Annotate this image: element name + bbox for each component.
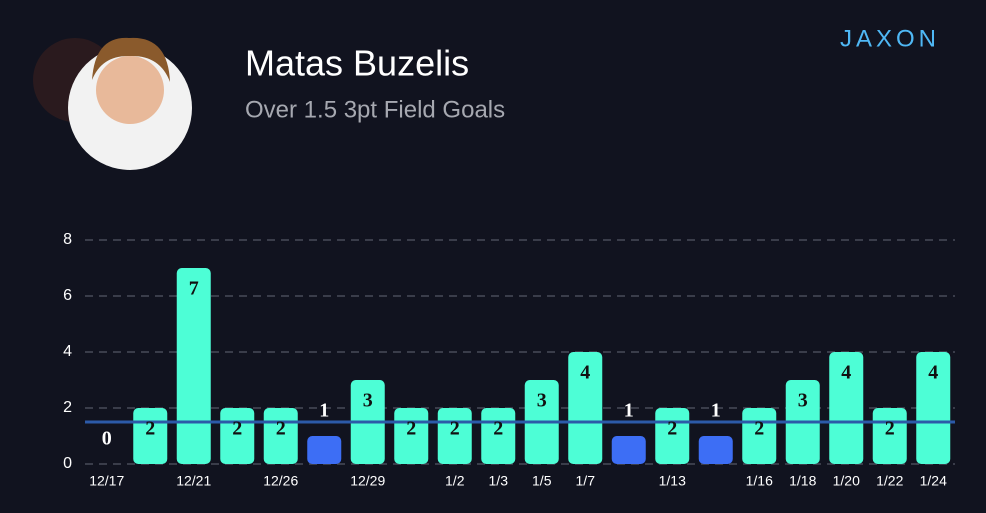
value-label: 2 xyxy=(145,418,155,440)
y-tick-label: 6 xyxy=(63,287,72,304)
player-face xyxy=(96,56,164,124)
bar xyxy=(611,436,646,464)
x-tick-label: 12/26 xyxy=(263,473,298,489)
value-label: 2 xyxy=(276,418,286,440)
x-tick-label: 12/21 xyxy=(176,473,211,489)
x-tick-label: 1/7 xyxy=(576,473,596,489)
y-tick-label: 0 xyxy=(63,455,72,472)
value-label: 2 xyxy=(232,418,242,440)
value-label: 2 xyxy=(885,418,895,440)
x-tick-label: 1/2 xyxy=(445,473,465,489)
value-label: 1 xyxy=(319,400,329,422)
x-tick-label: 1/24 xyxy=(920,473,947,489)
x-tick-label: 12/29 xyxy=(350,473,385,489)
value-label: 7 xyxy=(189,278,199,300)
y-tick-label: 4 xyxy=(63,343,72,360)
bar xyxy=(916,352,951,464)
value-label: 2 xyxy=(754,418,764,440)
x-tick-label: 1/3 xyxy=(489,473,509,489)
x-tick-label: 1/16 xyxy=(746,473,773,489)
chart-subtitle: Over 1.5 3pt Field Goals xyxy=(245,96,505,123)
x-tick-label: 1/18 xyxy=(789,473,816,489)
chart-title: Matas Buzelis xyxy=(245,43,469,84)
x-tick-label: 1/20 xyxy=(833,473,860,489)
value-label: 3 xyxy=(363,390,373,412)
value-label: 2 xyxy=(450,418,460,440)
value-label: 4 xyxy=(928,362,938,384)
bar xyxy=(698,436,733,464)
x-tick-label: 1/5 xyxy=(532,473,552,489)
value-label: 4 xyxy=(580,362,590,384)
value-label: 0 xyxy=(102,428,112,450)
value-label: 2 xyxy=(406,418,416,440)
value-label: 1 xyxy=(624,400,634,422)
y-tick-label: 8 xyxy=(63,231,72,248)
brand-logo: JAXON xyxy=(840,25,940,52)
bar xyxy=(307,436,342,464)
player-hair xyxy=(92,37,170,82)
value-label: 2 xyxy=(667,418,677,440)
bar xyxy=(568,352,603,464)
y-tick-label: 2 xyxy=(63,399,72,416)
bar xyxy=(176,268,211,464)
value-label: 2 xyxy=(493,418,503,440)
value-label: 4 xyxy=(841,362,851,384)
x-tick-label: 1/13 xyxy=(659,473,686,489)
x-tick-label: 1/22 xyxy=(876,473,903,489)
x-tick-label: 12/17 xyxy=(89,473,124,489)
value-label: 3 xyxy=(537,390,547,412)
value-label: 3 xyxy=(798,390,808,412)
value-label: 1 xyxy=(711,400,721,422)
bar xyxy=(829,352,864,464)
